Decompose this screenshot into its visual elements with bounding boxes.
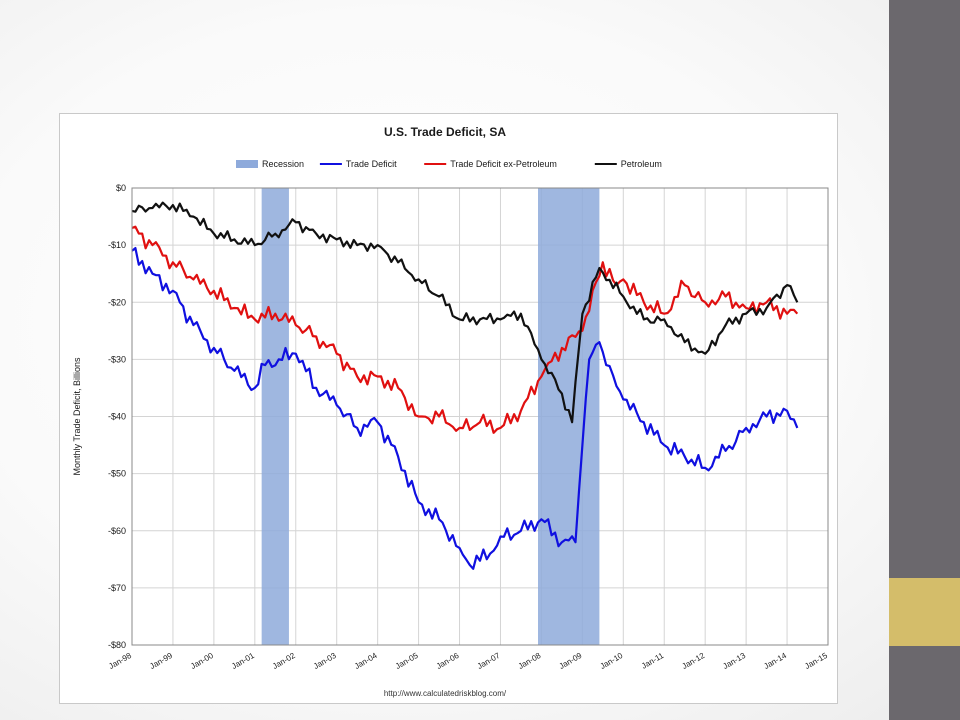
x-tick-label: Jan-07 xyxy=(476,651,502,671)
y-tick-label: -$70 xyxy=(108,583,126,593)
x-tick-label: Jan-01 xyxy=(230,651,256,671)
x-tick-label: Jan-11 xyxy=(640,651,666,671)
y-axis-ticks: $0 -$10 -$20 -$30 -$40 -$50 -$60 -$70 -$80 xyxy=(108,183,126,650)
x-tick-label: Jan-12 xyxy=(680,651,706,671)
legend-label-trade-deficit-ex-petroleum: Trade Deficit ex-Petroleum xyxy=(450,159,557,169)
x-tick-label: Jan-03 xyxy=(312,651,338,671)
chart-series xyxy=(132,203,797,569)
x-tick-label: Jan-08 xyxy=(517,651,543,671)
x-axis-ticks: Jan-98 Jan-99 Jan-00 Jan-01 Jan-02 Jan-03 Jan-… xyxy=(107,651,829,671)
chart-legend: Recession Trade Deficit Trade Deficit ex-P… xyxy=(236,159,662,169)
x-tick-label: Jan-02 xyxy=(271,651,297,671)
trade-deficit-chart: U.S. Trade Deficit, SA Recession Trade De… xyxy=(60,114,839,705)
y-axis-label: Monthly Trade Deficit, Billions xyxy=(72,357,82,476)
x-tick-label: Jan-13 xyxy=(721,651,747,671)
slide-accent-block xyxy=(889,578,960,646)
chart-source: http://www.calculatedriskblog.com/ xyxy=(384,689,507,698)
y-tick-label: -$10 xyxy=(108,240,126,250)
y-tick-label: -$60 xyxy=(108,526,126,536)
legend-label-recession: Recession xyxy=(262,159,304,169)
y-tick-label: $0 xyxy=(116,183,126,193)
y-tick-label: -$40 xyxy=(108,412,126,422)
chart-grid xyxy=(132,188,828,645)
legend-swatch-recession xyxy=(236,160,258,168)
x-tick-label: Jan-14 xyxy=(762,651,788,671)
series-line-petroleum xyxy=(132,203,797,423)
legend-label-trade-deficit: Trade Deficit xyxy=(346,159,397,169)
series-line-trade-deficit xyxy=(132,248,797,569)
x-tick-label: Jan-04 xyxy=(353,651,379,671)
series-line-trade-deficit-ex-petroleum xyxy=(132,227,797,433)
y-tick-label: -$80 xyxy=(108,640,126,650)
legend-label-petroleum: Petroleum xyxy=(621,159,662,169)
x-tick-label: Jan-98 xyxy=(107,651,133,671)
x-tick-label: Jan-06 xyxy=(435,651,461,671)
recession-band-2 xyxy=(538,188,599,645)
recession-band-1 xyxy=(262,188,289,645)
x-tick-label: Jan-09 xyxy=(558,651,584,671)
y-tick-label: -$30 xyxy=(108,354,126,364)
x-tick-label: Jan-10 xyxy=(599,651,625,671)
y-tick-label: -$50 xyxy=(108,469,126,479)
x-tick-label: Jan-99 xyxy=(148,651,174,671)
y-tick-label: -$20 xyxy=(108,297,126,307)
chart-frame: U.S. Trade Deficit, SA Recession Trade De… xyxy=(59,113,838,704)
x-tick-label: Jan-05 xyxy=(394,651,420,671)
x-tick-label: Jan-15 xyxy=(803,651,829,671)
chart-title: U.S. Trade Deficit, SA xyxy=(384,125,506,139)
x-tick-label: Jan-00 xyxy=(189,651,215,671)
